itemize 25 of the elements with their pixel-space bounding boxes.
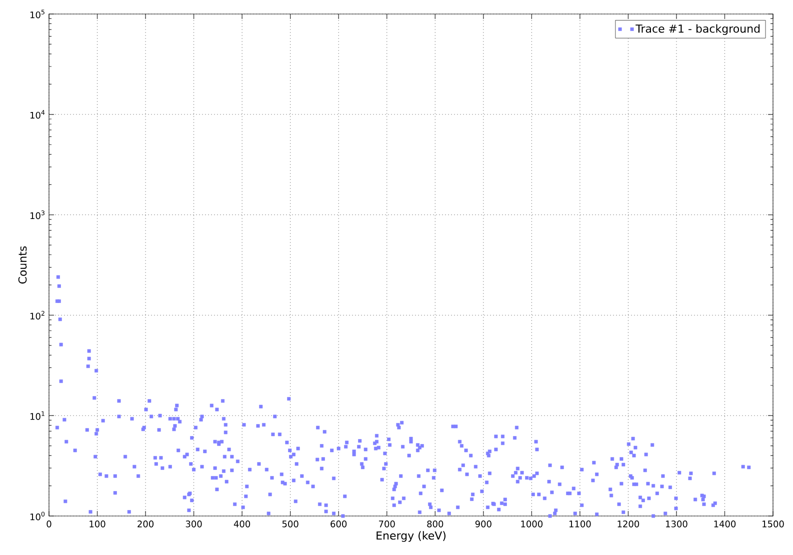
x-tick-label: 200	[138, 520, 154, 528]
x-axis-title: Energy (keV)	[376, 531, 446, 542]
x-tick-label: 500	[282, 520, 298, 528]
x-tick-label: 700	[379, 520, 395, 528]
legend-label: Trace #1 - background	[636, 24, 760, 35]
x-tick-label: 400	[234, 520, 250, 528]
y-tick-label: 10$^{2}$	[30, 310, 44, 320]
y-tick-label: 10$^{5}$	[30, 10, 44, 18]
x-tick-label: 800	[427, 520, 444, 528]
x-tick-label: 0	[46, 520, 52, 528]
y-tick-label: 10$^{4}$	[30, 110, 45, 119]
y-tick-label: 10$^{0}$	[30, 512, 45, 520]
x-tick-label: 900	[475, 520, 492, 528]
x-tick-label: 1400	[714, 520, 736, 528]
x-tick-label: 1100	[569, 520, 591, 528]
x-tick-label: 100	[90, 520, 106, 528]
x-tick-label: 1000	[521, 520, 543, 528]
x-tick-label: 300	[186, 520, 202, 528]
y-tick-label: 10$^{3}$	[30, 210, 44, 220]
y-tick-label: 10$^{1}$	[30, 411, 44, 420]
x-tick-label: 1200	[618, 520, 640, 528]
y-axis-title: Counts	[18, 246, 27, 284]
x-tick-label: 600	[330, 520, 347, 528]
x-tick-label: 1500	[762, 520, 784, 528]
x-tick-label: 1300	[666, 520, 688, 528]
